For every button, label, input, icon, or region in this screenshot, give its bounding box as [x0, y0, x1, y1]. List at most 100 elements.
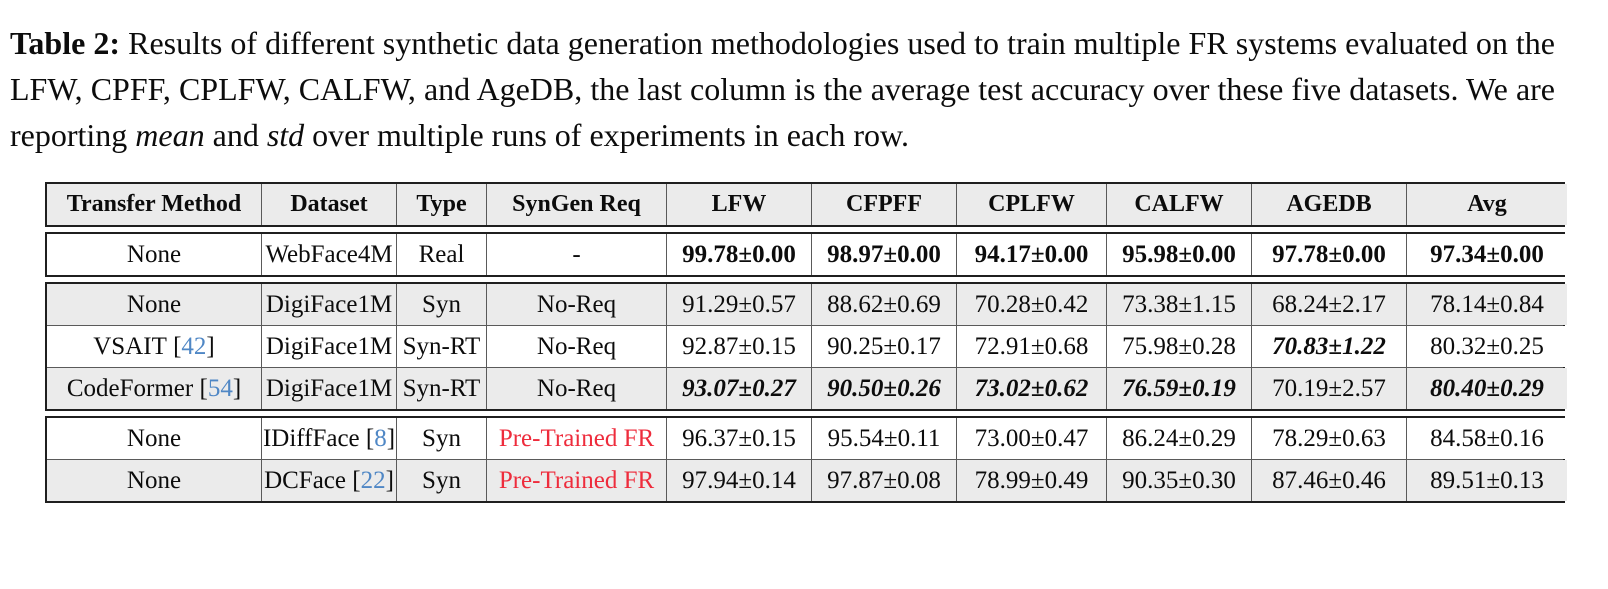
table-cell: 92.87±0.15 — [667, 326, 812, 368]
citation-bracket: [ — [193, 374, 208, 402]
cell-text: 90.25±0.17 — [827, 332, 941, 360]
cell-text: Pre-Trained FR — [498, 424, 655, 452]
citation-link[interactable]: 54 — [207, 374, 233, 402]
cell-text: No-Req — [536, 374, 617, 402]
table-cell: DCFace [22] — [262, 460, 397, 502]
table-cell: 78.29±0.63 — [1252, 418, 1407, 460]
cell-text: 88.62±0.69 — [827, 290, 941, 318]
cell-text: 94.17±0.00 — [974, 240, 1089, 268]
table-cell: Pre-Trained FR — [487, 460, 667, 502]
table-cell: 97.78±0.00 — [1252, 234, 1407, 276]
caption-text: std — [266, 117, 305, 154]
cell-text: No-Req — [536, 332, 617, 360]
cell-text: 90.35±0.30 — [1122, 466, 1236, 494]
table-cell: 95.98±0.00 — [1107, 234, 1252, 276]
column-header-agedb: AGEDB — [1252, 184, 1407, 226]
cell-text: DigiFace1M — [265, 374, 393, 402]
results-table: Transfer Method Dataset Type SynGen Req LFW C… — [45, 182, 1567, 504]
paper-page: Table 2: Results of different synthetic … — [10, 25, 1567, 504]
cell-text: 97.87±0.08 — [827, 466, 941, 494]
table-cell: None — [47, 234, 262, 276]
table-cell: 72.91±0.68 — [957, 326, 1107, 368]
table-body-group-3: None IDiffFace [8] Syn Pre-Trained FR 96.37±… — [45, 416, 1567, 504]
header-row: Transfer Method Dataset Type SynGen Req LFW C… — [47, 184, 1567, 226]
table-cell: 70.83±1.22 — [1252, 326, 1407, 368]
table-row: None WebFace4M Real - 99.78±0.00 98.97±0.00 94… — [47, 234, 1567, 276]
table-cell: 70.19±2.57 — [1252, 368, 1407, 410]
cell-text: None — [126, 240, 182, 268]
table-cell: 91.29±0.57 — [667, 284, 812, 326]
table-cell: VSAIT [42] — [47, 326, 262, 368]
cell-text: 90.50±0.26 — [827, 374, 941, 402]
cell-text: 72.91±0.68 — [974, 332, 1089, 360]
table-cell: 93.07±0.27 — [667, 368, 812, 410]
column-header-cplfw: CPLFW — [957, 184, 1107, 226]
table-cell: 68.24±2.17 — [1252, 284, 1407, 326]
cell-text: 76.59±0.19 — [1122, 374, 1236, 402]
table-cell: Syn — [397, 284, 487, 326]
caption-text: mean — [135, 117, 205, 154]
cell-text: 95.54±0.11 — [827, 424, 941, 452]
cell-text: 87.46±0.46 — [1272, 466, 1386, 494]
cell-text: 97.78±0.00 — [1272, 240, 1386, 268]
column-header-calfw: CALFW — [1107, 184, 1252, 226]
cell-text: 97.94±0.14 — [682, 466, 796, 494]
column-header-avg: Avg — [1407, 184, 1567, 226]
table-body-group-2: None DigiFace1M Syn No-Req 91.29±0.57 88.62±0… — [45, 282, 1567, 412]
citation-link[interactable]: 8 — [374, 424, 387, 452]
table-cell: 87.46±0.46 — [1252, 460, 1407, 502]
cell-text: 89.51±0.13 — [1430, 466, 1544, 494]
table-cell: No-Req — [487, 326, 667, 368]
citation-link[interactable]: 42 — [181, 332, 207, 360]
table-cell: 99.78±0.00 — [667, 234, 812, 276]
cell-text: None — [126, 424, 182, 452]
cell-text: Syn-RT — [402, 332, 481, 360]
table-cell: DigiFace1M — [262, 326, 397, 368]
table-cell: 73.00±0.47 — [957, 418, 1107, 460]
table-cell: 73.02±0.62 — [957, 368, 1107, 410]
table-cell: 98.97±0.00 — [812, 234, 957, 276]
cell-text: 73.00±0.47 — [974, 424, 1089, 452]
cell-text: IDiffFace — [262, 424, 360, 452]
cell-text: Syn-RT — [402, 374, 481, 402]
column-header-syngen-req: SynGen Req — [487, 184, 667, 226]
table-row: None DigiFace1M Syn No-Req 91.29±0.57 88.62±0… — [47, 284, 1567, 326]
table-cell: 88.62±0.69 — [812, 284, 957, 326]
table-cell: No-Req — [487, 368, 667, 410]
citation-link[interactable]: 22 — [360, 466, 386, 494]
citation-bracket: ] — [206, 332, 215, 360]
table-cell: 73.38±1.15 — [1107, 284, 1252, 326]
cell-text: No-Req — [536, 290, 617, 318]
table-cell: 97.94±0.14 — [667, 460, 812, 502]
table-cell: 76.59±0.19 — [1107, 368, 1252, 410]
table-cell: 86.24±0.29 — [1107, 418, 1252, 460]
table-cell: Syn-RT — [397, 368, 487, 410]
cell-text: DigiFace1M — [265, 290, 393, 318]
cell-text: 93.07±0.27 — [682, 374, 796, 402]
table-cell: Syn — [397, 460, 487, 502]
cell-text: 70.83±1.22 — [1272, 332, 1386, 360]
cell-text: Pre-Trained FR — [498, 466, 655, 494]
table-cell: No-Req — [487, 284, 667, 326]
table-cell: 80.40±0.29 — [1407, 368, 1567, 410]
cell-text: 78.29±0.63 — [1272, 424, 1386, 452]
cell-text: 78.14±0.84 — [1430, 290, 1544, 318]
cell-text: Syn — [422, 466, 461, 494]
citation-bracket: [ — [166, 332, 182, 360]
table-cell: 90.25±0.17 — [812, 326, 957, 368]
citation-bracket: ] — [386, 424, 396, 452]
caption-text: and — [204, 117, 267, 154]
citation-bracket: [ — [346, 466, 361, 494]
cell-text: 68.24±2.17 — [1272, 290, 1386, 318]
table-cell: 89.51±0.13 — [1407, 460, 1567, 502]
table-cell: CodeFormer [54] — [47, 368, 262, 410]
cell-text: None — [126, 466, 182, 494]
caption-text: over multiple runs of experiments in eac… — [304, 117, 910, 154]
cell-text: 86.24±0.29 — [1122, 424, 1236, 452]
cell-text: Syn — [422, 290, 461, 318]
cell-text: 99.78±0.00 — [682, 240, 796, 268]
cell-text: Syn — [422, 424, 461, 452]
cell-text: Real — [418, 240, 465, 268]
column-header-transfer-method: Transfer Method — [47, 184, 262, 226]
table-cell: IDiffFace [8] — [262, 418, 397, 460]
